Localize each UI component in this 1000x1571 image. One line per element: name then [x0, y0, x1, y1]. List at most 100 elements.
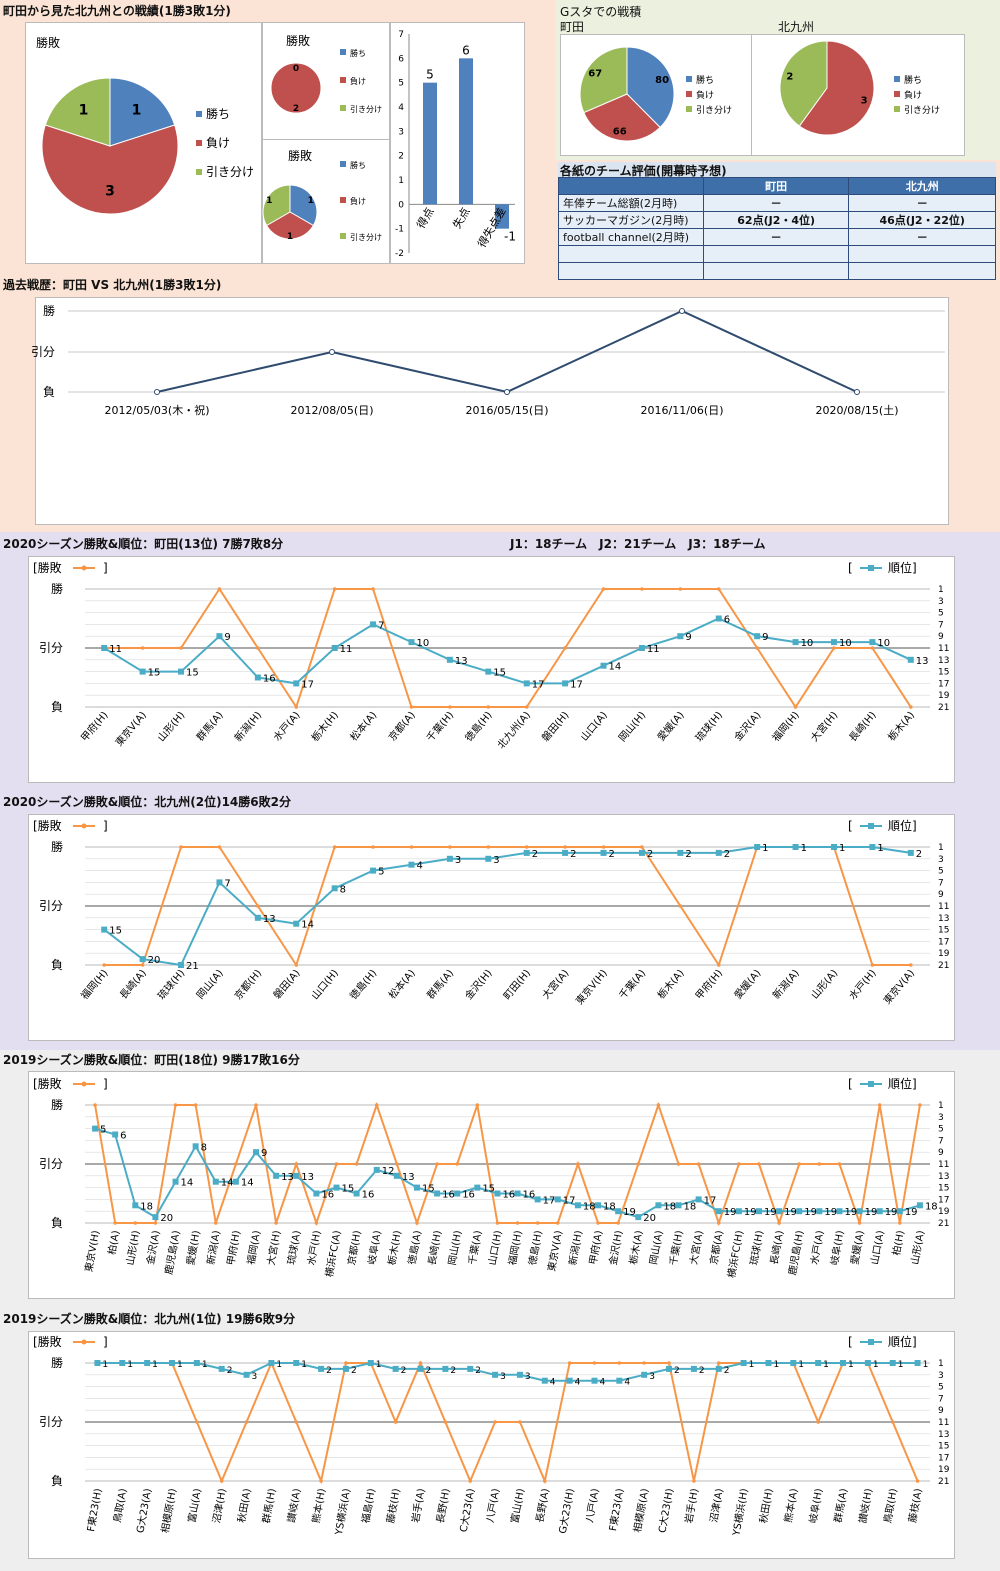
rank-data-label: 5 [378, 867, 384, 878]
history-y-label: 勝 [43, 303, 55, 318]
legend-rank-marker [868, 1081, 874, 1087]
rank-data-label: 13 [281, 1172, 294, 1183]
result-point [656, 1103, 661, 1107]
result-point [555, 1221, 560, 1225]
bar [423, 82, 437, 205]
rank-tick-label: 15 [938, 1442, 949, 1452]
rank-data-label: 10 [416, 638, 429, 649]
season-x-label: 群馬(A) [193, 709, 225, 744]
season-x-label: 岩手(A) [409, 1487, 428, 1523]
rank-tick-label: 9 [938, 890, 944, 900]
result-point [676, 1162, 681, 1166]
rank-data-label: 15 [186, 668, 199, 679]
result-point [468, 1479, 473, 1483]
rank-tick-label: 17 [938, 1195, 949, 1205]
rank-point [232, 1178, 239, 1185]
table-cell: － [848, 228, 996, 246]
rank-point [666, 1365, 673, 1372]
rank-point [139, 956, 146, 963]
legend-swatch [196, 169, 202, 175]
legend-label: 負け [206, 136, 230, 150]
result-point [486, 845, 491, 849]
season-x-label: 柏(H) [890, 1229, 907, 1256]
rank-data-label: 14 [609, 662, 622, 673]
pie-slice [41, 124, 179, 215]
table-cell: 62点(J2・4位) [702, 211, 850, 229]
result-point [443, 1420, 448, 1424]
season-x-label: 京都(A) [707, 1229, 726, 1265]
season-x-label: 横浜FC(H) [725, 1229, 746, 1279]
rank-tick-label: 3 [938, 597, 944, 607]
rank-point [790, 1360, 797, 1366]
rank-point [119, 1360, 126, 1366]
season-x-label: 松本(A) [386, 967, 418, 1002]
season-x-label: 金沢(H) [462, 967, 495, 1002]
result-point [692, 1479, 696, 1483]
season-x-label: 横浜FC(A) [322, 1229, 343, 1278]
rank-point [446, 656, 453, 663]
legend-result-label: [勝敗 [33, 560, 62, 575]
season-x-label: 琉球(H) [692, 709, 725, 744]
rank-point [896, 1208, 903, 1215]
rank-point [178, 962, 185, 968]
season-y-label: 引分 [39, 1157, 63, 1171]
season-x-label: 愛媛(A) [654, 709, 686, 744]
rank-data-label: 4 [624, 1378, 630, 1388]
legend-rank-marker [868, 823, 874, 829]
rank-point [695, 1196, 702, 1203]
rank-point [168, 1360, 175, 1366]
result-point [757, 1162, 761, 1166]
rank-point [293, 1360, 300, 1366]
rank-data-label: 2 [674, 1366, 680, 1376]
season-x-label: 水戸(H) [305, 1229, 323, 1266]
legend-rank-marker [868, 1339, 874, 1345]
table-cell [702, 262, 850, 280]
rank-tick-label: 15 [938, 926, 949, 936]
season-x-label: 長崎(A) [117, 967, 149, 1002]
result-point [640, 845, 644, 849]
season-x-label: 山口(H) [309, 967, 341, 1002]
result-point [133, 1221, 138, 1225]
result-point [314, 1221, 319, 1225]
rank-point [562, 680, 569, 687]
rank-point [715, 1208, 722, 1215]
rank-point [523, 849, 530, 856]
bar-data-label: 5 [426, 68, 434, 82]
rank-data-label: 2 [570, 849, 576, 860]
legend-label: 負け [350, 196, 366, 206]
season-x-label: 栃木(H) [308, 709, 341, 744]
rank-point [172, 1178, 179, 1185]
pie-data-label: 1 [132, 102, 142, 118]
season-x-label: 福岡(H) [769, 709, 802, 744]
season-x-label: 琉球(H) [155, 967, 188, 1002]
rank-point [313, 1190, 320, 1197]
rank-data-label: 14 [221, 1178, 234, 1189]
result-point [716, 1221, 721, 1225]
season-x-label: 山形(H) [124, 1229, 142, 1266]
team-evaluation-table: 町田 北九州 年俸チーム総額(2月時) －－サッカーマガジン(2月時) 62点(J2・4… [558, 177, 996, 280]
result-point [617, 1361, 622, 1365]
rank-tick-label: 7 [938, 1136, 944, 1146]
rank-data-label: 21 [186, 961, 199, 972]
rank-data-label: 3 [455, 855, 461, 866]
rank-point [367, 1360, 374, 1366]
season-x-label: 愛媛(A) [848, 1229, 867, 1265]
rank-data-label: 1 [762, 843, 768, 854]
legend-result-label: [勝敗 [33, 1334, 62, 1349]
gsta-title: Gスタでの戦積 [560, 5, 642, 19]
pie-data-label: 66 [613, 127, 627, 138]
result-point [696, 1162, 701, 1166]
result-point [908, 705, 913, 709]
season-x-label: 琉球(A) [284, 1229, 303, 1265]
rank-point [616, 1377, 623, 1384]
rank-point [212, 1178, 219, 1185]
rank-point [178, 668, 185, 675]
rank-data-label: 1 [877, 843, 883, 854]
rank-point [856, 1208, 863, 1215]
rank-data-label: 1 [102, 1360, 108, 1370]
table-row [558, 245, 996, 263]
rank-data-label: 7 [378, 620, 384, 631]
rank-data-label: 1 [773, 1360, 779, 1370]
rank-point [318, 1365, 325, 1372]
